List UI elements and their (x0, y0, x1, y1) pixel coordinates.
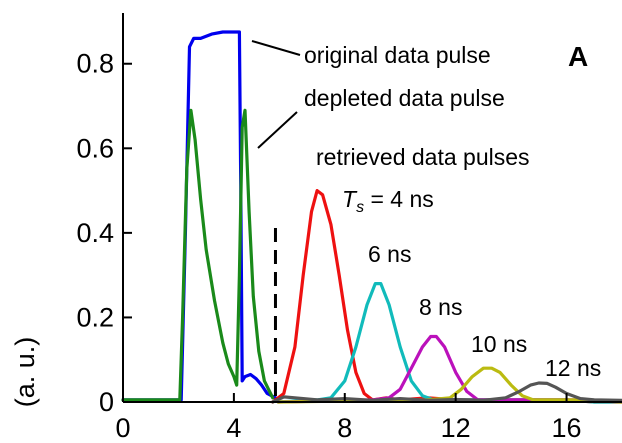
y-tick-label: 0.4 (76, 218, 114, 248)
original-leader-line (251, 40, 301, 56)
x-tick-label: 4 (226, 413, 241, 443)
y-tick-label: 0.6 (76, 133, 114, 163)
ts-subscript: s (356, 199, 364, 216)
x-tick-label: 16 (552, 413, 582, 443)
ts-symbol: T (342, 186, 358, 212)
ns10-label: 10 ns (471, 331, 527, 357)
depleted-pulse-label: depleted data pulse (304, 85, 505, 111)
series-line-original (121, 30, 278, 402)
x-tick-label: 8 (337, 413, 352, 443)
x-tick-label: 0 (115, 413, 130, 443)
y-tick-label: 0.8 (76, 49, 114, 79)
x-tick-label: 12 (441, 413, 471, 443)
y-tick-label: 0 (99, 387, 114, 417)
ns6-label: 6 ns (368, 241, 411, 267)
y-tick-label: 0.2 (76, 302, 114, 332)
ns12-label: 12 ns (545, 355, 601, 381)
series-layer (121, 30, 622, 404)
ts-4ns-label: Ts = 4 ns (342, 186, 434, 216)
depleted-leader-line (257, 111, 298, 149)
series-line-ts10 (276, 366, 622, 404)
series-line-ts12 (271, 381, 622, 404)
retrieved-pulses-label: retrieved data pulses (316, 144, 530, 170)
panel-label: A (568, 41, 588, 72)
series-line-depleted (121, 108, 275, 402)
ns8-label: 8 ns (419, 294, 462, 320)
y-axis-label: (a. u.) (10, 337, 40, 408)
axes-layer: 0 0.2 0.4 0.6 0.8 0 4 8 12 16 (76, 13, 622, 443)
original-pulse-label: original data pulse (304, 42, 491, 68)
ts-value: = 4 ns (364, 186, 434, 212)
